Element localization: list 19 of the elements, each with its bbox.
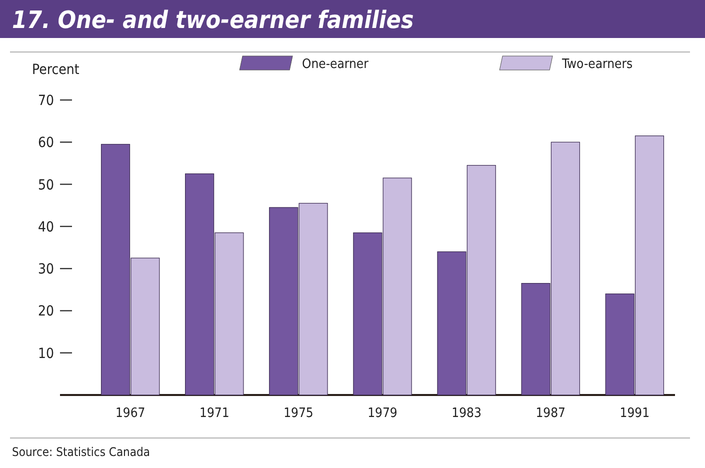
y-tick-label: 60 <box>38 135 54 152</box>
y-tick-label: 30 <box>38 262 54 278</box>
source-note: Source: Statistics Canada <box>12 445 150 459</box>
x-tick-label: 1983 <box>452 406 482 421</box>
legend-label: Two-earners <box>561 57 633 72</box>
x-tick-label: 1975 <box>284 406 314 421</box>
x-tick-label: 1967 <box>115 406 146 421</box>
y-tick-label: 50 <box>38 177 54 194</box>
y-axis-title: Percent <box>32 62 80 78</box>
y-tick-label: 10 <box>38 346 54 362</box>
chart-title: 17. One- and two-earner families <box>12 6 414 34</box>
y-tick-label: 70 <box>38 93 54 109</box>
x-tick-label: 1971 <box>200 406 230 421</box>
y-tick-label: 40 <box>38 219 54 236</box>
x-tick-label: 1991 <box>620 406 650 421</box>
x-tick-label: 1987 <box>536 406 566 421</box>
y-tick-label: 20 <box>38 304 54 320</box>
x-tick-label: 1979 <box>368 406 398 421</box>
legend-label: One-earner <box>302 57 369 72</box>
